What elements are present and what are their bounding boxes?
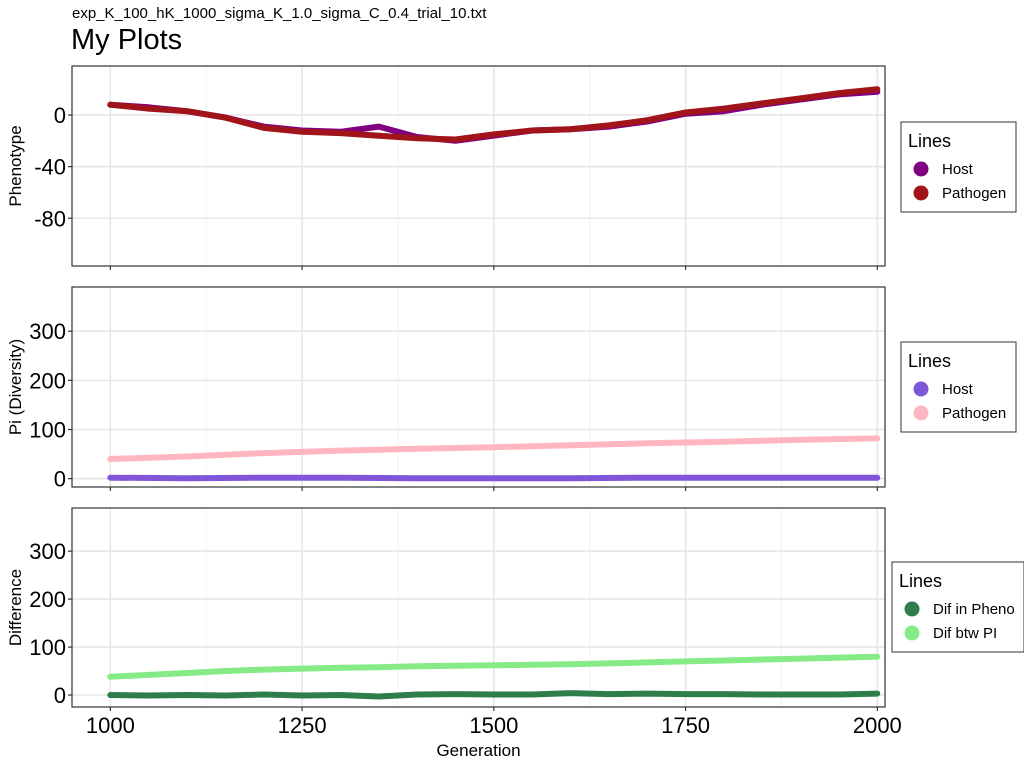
y-axis-label: Pi (Diversity) [6,339,25,435]
y-tick-label: 300 [29,319,66,344]
y-tick-label: 0 [54,467,66,492]
y-tick-label: 0 [54,683,66,708]
legend-key [913,405,929,421]
legend-label: Dif in Pheno [933,601,1015,618]
y-tick-label: 0 [54,103,66,128]
series-line-host [107,474,881,482]
y-tick-label: 200 [29,587,66,612]
legend-diversity: Lines Host Pathogen [900,341,1017,433]
series-line-pathogen [107,86,881,143]
legend-title: Lines [899,571,942,591]
y-axis-label: Phenotype [6,125,25,206]
panel-border [71,507,886,708]
legend-label: Dif btw PI [933,625,997,642]
panel-phenotype: 0 -40 -80 Phenotype Lines Host Pathogen [6,65,1017,270]
x-tick-label: 1750 [661,713,710,738]
main-title: My Plots [71,24,183,56]
legend-phenotype: Lines Host Pathogen [900,121,1017,213]
legend-label: Host [942,381,974,398]
panel-border [71,286,886,488]
y-tick-label: 100 [29,418,66,443]
gridlines [72,66,885,266]
series-lines [107,86,881,144]
panel-background [72,508,885,707]
series-line-dif-btw-pi [107,653,881,680]
panel-difference: 0 100 200 300 1000 1250 1500 1750 2000 Difference… [6,507,1024,760]
legend-key [904,625,920,641]
legend-difference: Lines Dif in Pheno Dif btw PI [891,561,1024,653]
y-axis-label: Difference [6,569,25,646]
x-tick-label: 1250 [278,713,327,738]
legend-key [913,381,929,397]
series-line-pathogen [107,435,881,462]
y-tick-label: -40 [34,155,66,180]
legend-key [904,601,920,617]
y-tick-label: -80 [34,206,66,231]
y-tick-label: 300 [29,539,66,564]
x-axis-label: Generation [436,741,520,760]
series-line-dif-in-pheno [107,690,881,700]
legend-label: Pathogen [942,405,1006,422]
x-tick-label: 1500 [469,713,518,738]
file-subtitle: exp_K_100_hK_1000_sigma_K_1.0_sigma_C_0.… [72,5,487,22]
x-tick-label: 1000 [86,713,135,738]
legend-title: Lines [908,131,951,151]
legend-key [913,185,929,201]
legend-key [913,161,929,177]
series-lines [107,435,881,482]
legend-label: Host [942,161,974,178]
y-tick-label: 100 [29,635,66,660]
series-lines [107,653,881,700]
x-tick-label: 2000 [853,713,902,738]
panel-border [71,65,886,267]
y-tick-label: 200 [29,368,66,393]
legend-title: Lines [908,351,951,371]
legend-label: Pathogen [942,185,1006,202]
